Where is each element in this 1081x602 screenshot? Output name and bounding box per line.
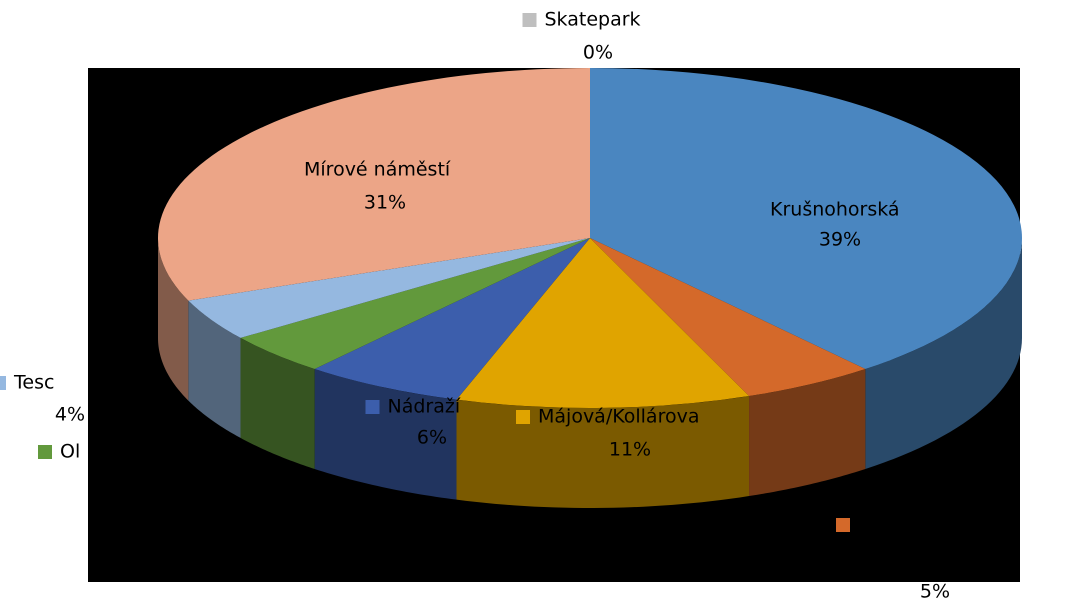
legend-marker [0, 376, 6, 390]
pie-slice [188, 238, 591, 338]
value-label: 6% [417, 427, 447, 449]
pie-slice [240, 238, 591, 369]
pie-side [865, 238, 1022, 469]
legend-marker [365, 400, 380, 414]
pie-slice [590, 238, 866, 397]
legend-marker [516, 410, 530, 424]
category-label: Ol [60, 441, 80, 463]
category-label: Skatepark [545, 9, 641, 31]
pie-side [158, 238, 189, 401]
pie-side [749, 368, 866, 497]
value-label: 4% [55, 404, 85, 426]
value-label: 11% [609, 439, 651, 461]
legend-marker [748, 203, 762, 217]
value-label: 39% [819, 229, 861, 251]
category-label: Tesc [13, 372, 54, 394]
legend-marker [38, 445, 52, 459]
legend-marker [836, 518, 850, 532]
pie-side [240, 337, 315, 469]
category-label: Nádraží [388, 396, 461, 418]
pie-side [314, 368, 457, 500]
pie-slice [314, 238, 590, 400]
pie-side [456, 396, 750, 508]
category-label: Krušnohorská [770, 199, 900, 221]
legend-marker [282, 163, 296, 177]
value-label: 5% [920, 581, 950, 599]
pie-slice [157, 68, 591, 301]
annotation: zia [215, 441, 242, 463]
labels: Krušnohorská 39% 5% Májová/Kollárova 11% Nádr… [0, 9, 950, 602]
value-label: 0% [583, 42, 613, 64]
pie-side [188, 300, 241, 438]
value-label: 31% [364, 192, 406, 214]
category-label: Májová/Kollárova [538, 406, 699, 428]
pie-slice [590, 68, 1023, 369]
pie-slice [456, 238, 750, 408]
category-label: Mírové náměstí [304, 159, 451, 181]
pie [157, 68, 1023, 508]
legend-marker [522, 13, 537, 27]
